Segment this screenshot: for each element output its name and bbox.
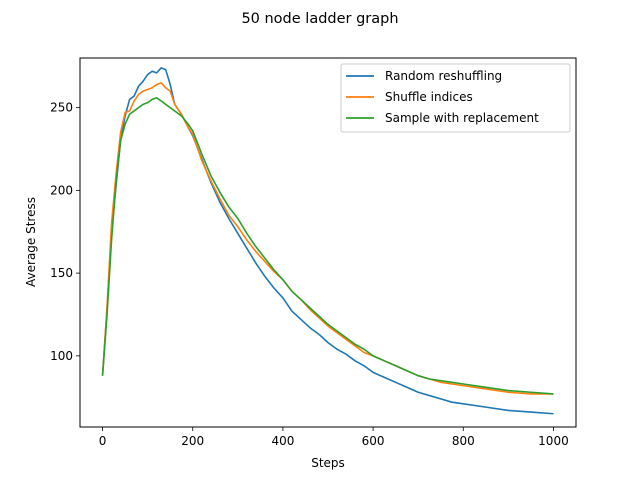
x-tick-label: 400 [271,434,294,448]
x-tick-label: 0 [99,434,107,448]
legend-label-1: Random reshuffling [385,69,502,83]
legend: Random reshuffling Shuffle indices Sample … [340,63,571,133]
legend-label-3: Sample with replacement [385,111,539,125]
x-axis-label: Steps [311,456,345,470]
y-tick-label: 250 [50,101,73,115]
plot-area [101,67,554,415]
y-tick-label: 200 [50,183,73,197]
x-tick-label: 600 [362,434,385,448]
x-axis: 0 200 400 600 800 1000 [99,427,569,448]
x-tick-label: 200 [181,434,204,448]
x-tick-label: 1000 [538,434,569,448]
axes-frame [79,57,577,428]
series-line-3 [101,96,554,395]
series-line-1 [101,67,554,415]
y-tick-label: 100 [50,349,73,363]
y-tick-label: 150 [50,266,73,280]
x-tick-label: 800 [452,434,475,448]
legend-label-2: Shuffle indices [385,90,473,104]
y-axis-label: Average Stress [24,197,38,287]
chart-title: 50 node ladder graph [241,11,398,27]
y-axis: 100 150 200 250 [50,101,80,363]
legend-box [340,63,571,133]
